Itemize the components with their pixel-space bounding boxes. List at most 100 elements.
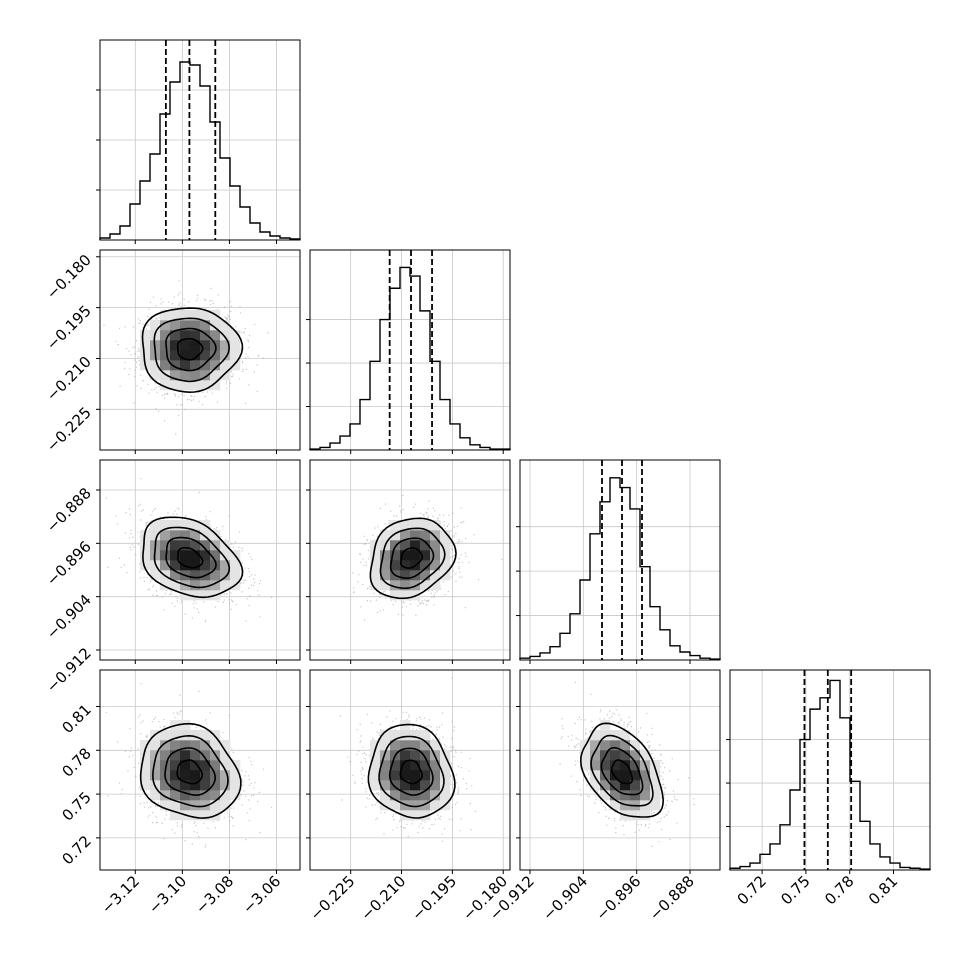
density-cell: [410, 530, 421, 541]
density-cell: [590, 780, 601, 791]
density-cell: [400, 530, 411, 541]
density-cell: [200, 330, 211, 341]
density-cell: [150, 750, 161, 761]
density-cell: [210, 320, 221, 331]
density-cell: [220, 580, 231, 591]
density-cell: [150, 790, 161, 801]
density-cell: [140, 770, 151, 781]
density-cell: [160, 560, 171, 571]
density-cell: [410, 810, 421, 821]
density-cell: [150, 570, 161, 581]
density-cell: [600, 780, 611, 791]
density-cell: [620, 780, 631, 791]
x-tick-label: −0.225: [307, 872, 359, 924]
density-cell: [410, 800, 421, 811]
contour-line-0: [177, 547, 204, 569]
contour-line-3: [142, 516, 244, 599]
density-cell: [420, 560, 431, 571]
density-cell: [430, 570, 441, 581]
y-tick-label: −0.195: [43, 302, 95, 354]
density-cell: [160, 350, 171, 361]
density-cell: [640, 790, 651, 801]
density-cell: [200, 530, 211, 541]
density-cell: [180, 370, 191, 381]
density-cell: [170, 770, 181, 781]
density-cell: [390, 760, 401, 771]
density-cell: [380, 570, 391, 581]
density-cell: [180, 520, 191, 531]
scatter-panel-2-1: [309, 459, 511, 661]
density-cell: [180, 530, 191, 541]
density-cell: [180, 320, 191, 331]
density-cell: [380, 740, 391, 751]
density-cell: [140, 780, 151, 791]
histogram-panel-2: [516, 459, 721, 661]
histogram-panel-0: [96, 39, 301, 241]
density-cell: [190, 350, 201, 361]
density-cell: [430, 740, 441, 751]
density-cell: [430, 580, 441, 591]
density-cell: [200, 340, 211, 351]
scatter-panel-2-0: [99, 459, 301, 661]
density-cell: [170, 320, 181, 331]
density-cell: [650, 790, 661, 801]
density-cell: [220, 370, 231, 381]
contour-line-3: [139, 722, 242, 819]
density-cell: [390, 740, 401, 751]
density-cell: [170, 370, 181, 381]
density-cell: [430, 530, 441, 541]
density-cell: [610, 770, 621, 781]
density-cell: [400, 580, 411, 591]
x-tick-label: −3.10: [145, 872, 190, 917]
density-cell: [200, 380, 211, 391]
density-cell: [160, 360, 171, 371]
density-cell: [420, 550, 431, 561]
density-cell: [190, 760, 201, 771]
contour-line-1: [600, 746, 644, 796]
density-cell: [410, 760, 421, 771]
density-cell: [410, 750, 421, 761]
density-cell: [160, 320, 171, 331]
density-cell: [420, 800, 431, 811]
density-cell: [610, 780, 621, 791]
density-cell: [220, 790, 231, 801]
density-cell: [200, 350, 211, 361]
density-cell: [380, 800, 391, 811]
density-cell: [440, 530, 451, 541]
density-cell: [190, 540, 201, 551]
density-cell: [370, 580, 381, 591]
density-cell: [210, 380, 221, 391]
density-cell: [170, 780, 181, 791]
panel-frame: [99, 459, 301, 661]
histogram-panel-1: [306, 249, 511, 451]
density-cell: [400, 740, 411, 751]
density-cell: [160, 790, 171, 801]
y-tick-label: 0.81: [58, 701, 94, 737]
density-cell: [420, 570, 431, 581]
density-cell: [410, 590, 421, 601]
density-cell: [440, 540, 451, 551]
density-cell: [440, 790, 451, 801]
density-cell: [430, 790, 441, 801]
density-cell: [140, 560, 151, 571]
density-cell: [580, 750, 591, 761]
density-cell: [220, 740, 231, 751]
density-cell: [170, 740, 181, 751]
density-cell: [610, 760, 621, 771]
x-tick-label: 0.75: [777, 872, 813, 908]
density-cell: [170, 570, 181, 581]
density-cell: [390, 580, 401, 591]
density-cell: [610, 800, 621, 811]
density-cell: [430, 800, 441, 811]
density-cell: [380, 560, 391, 571]
density-cell: [400, 520, 411, 531]
density-cell: [140, 750, 151, 761]
density-cell: [410, 730, 421, 741]
density-cell: [610, 730, 621, 741]
density-cell: [210, 540, 221, 551]
density-cell: [210, 330, 221, 341]
density-cell: [620, 740, 631, 751]
contour-line-0: [176, 338, 204, 361]
density-cell: [390, 530, 401, 541]
scatter-panel-3-1: [309, 669, 511, 871]
